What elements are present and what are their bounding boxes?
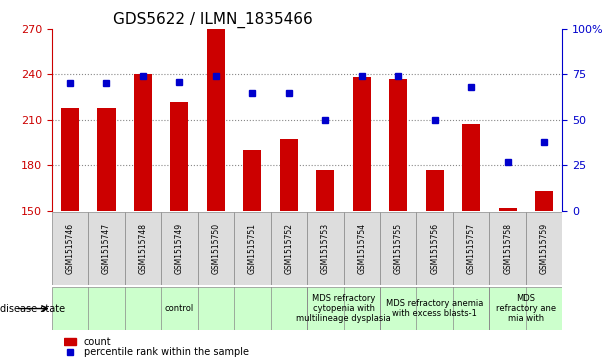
FancyBboxPatch shape	[453, 212, 489, 285]
Text: GSM1515751: GSM1515751	[248, 223, 257, 274]
Bar	[243, 150, 261, 211]
Bar	[280, 139, 298, 211]
FancyBboxPatch shape	[52, 212, 88, 285]
Bar	[535, 191, 553, 211]
FancyBboxPatch shape	[234, 212, 271, 285]
Text: MDS refractory
cytopenia with
multilineage dysplasia: MDS refractory cytopenia with multilinea…	[296, 294, 391, 323]
FancyBboxPatch shape	[307, 287, 380, 330]
Text: GSM1515756: GSM1515756	[430, 223, 439, 274]
FancyBboxPatch shape	[125, 212, 161, 285]
Text: GSM1515755: GSM1515755	[394, 223, 402, 274]
Text: control: control	[165, 304, 194, 313]
FancyBboxPatch shape	[380, 212, 416, 285]
Bar	[499, 208, 517, 211]
Bar	[64, 338, 77, 346]
Text: GSM1515750: GSM1515750	[212, 223, 220, 274]
Text: disease state: disease state	[0, 303, 65, 314]
FancyBboxPatch shape	[489, 212, 526, 285]
Bar	[207, 29, 225, 211]
FancyBboxPatch shape	[198, 212, 234, 285]
Bar	[61, 108, 79, 211]
Text: GSM1515758: GSM1515758	[503, 223, 512, 274]
Text: GSM1515748: GSM1515748	[139, 223, 147, 274]
Text: GSM1515746: GSM1515746	[66, 223, 74, 274]
Text: count: count	[84, 337, 111, 347]
Bar	[97, 108, 116, 211]
Text: MDS
refractory ane
mia with: MDS refractory ane mia with	[496, 294, 556, 323]
FancyBboxPatch shape	[489, 287, 562, 330]
Text: GSM1515747: GSM1515747	[102, 223, 111, 274]
FancyBboxPatch shape	[416, 212, 453, 285]
FancyBboxPatch shape	[88, 212, 125, 285]
Bar	[462, 124, 480, 211]
Bar	[389, 79, 407, 211]
FancyBboxPatch shape	[161, 212, 198, 285]
Text: percentile rank within the sample: percentile rank within the sample	[84, 347, 249, 358]
Bar	[353, 77, 371, 211]
Text: GSM1515753: GSM1515753	[321, 223, 330, 274]
Bar	[134, 74, 152, 211]
Bar	[316, 170, 334, 211]
Text: GSM1515757: GSM1515757	[467, 223, 475, 274]
FancyBboxPatch shape	[307, 212, 344, 285]
Bar	[426, 170, 444, 211]
FancyBboxPatch shape	[344, 212, 380, 285]
Text: GSM1515749: GSM1515749	[175, 223, 184, 274]
FancyBboxPatch shape	[52, 287, 307, 330]
Text: GSM1515752: GSM1515752	[285, 223, 293, 274]
FancyBboxPatch shape	[271, 212, 307, 285]
Text: GDS5622 / ILMN_1835466: GDS5622 / ILMN_1835466	[113, 12, 313, 28]
Text: MDS refractory anemia
with excess blasts-1: MDS refractory anemia with excess blasts…	[386, 299, 483, 318]
Bar	[170, 102, 188, 211]
FancyBboxPatch shape	[526, 212, 562, 285]
Text: GSM1515754: GSM1515754	[358, 223, 366, 274]
Text: GSM1515759: GSM1515759	[540, 223, 548, 274]
FancyBboxPatch shape	[380, 287, 489, 330]
